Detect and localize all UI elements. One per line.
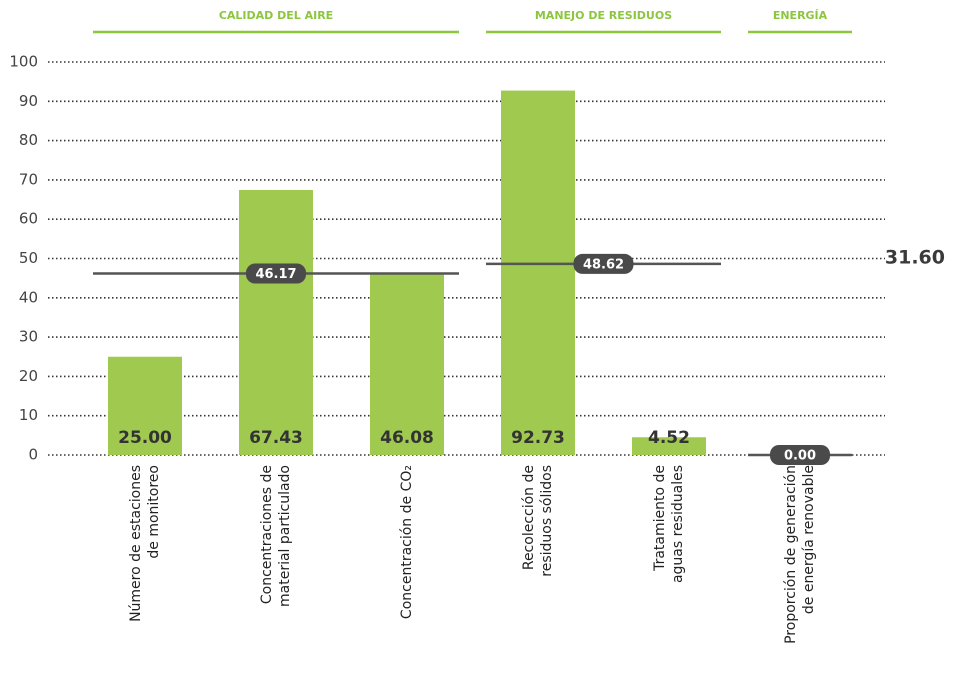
y-tick-label: 70 xyxy=(19,170,38,188)
x-tick-label: Concentraciones de material particulado xyxy=(259,465,293,607)
y-tick-label: 40 xyxy=(19,288,38,306)
group-title: CALIDAD DEL AIRE xyxy=(219,9,333,22)
y-tick-label: 50 xyxy=(19,249,38,267)
average-pill xyxy=(770,445,830,465)
average-pill xyxy=(246,263,306,284)
x-tick-label: Tratamiento de aguas residuales xyxy=(652,465,686,583)
value-label: 25.00 xyxy=(118,428,172,448)
group-title: MANEJO DE RESIDUOS xyxy=(535,9,672,22)
y-tick-label: 80 xyxy=(19,131,38,149)
y-tick-label: 20 xyxy=(19,367,38,385)
overall-average-label: 31.60 xyxy=(885,247,945,269)
y-tick-label: 10 xyxy=(19,406,38,424)
average-pill xyxy=(573,253,634,274)
value-label: 67.43 xyxy=(249,428,303,448)
y-tick-label: 60 xyxy=(19,210,38,228)
y-tick-label: 90 xyxy=(19,92,38,110)
value-label: 92.73 xyxy=(511,428,565,448)
x-tick-label: Recolección de residuos sólidos xyxy=(521,465,555,577)
value-label: 4.52 xyxy=(648,428,690,448)
group-title: ENERGÍA xyxy=(773,9,828,22)
bar xyxy=(239,190,313,455)
average-label: 46.17 xyxy=(255,267,296,282)
x-tick-label: Proporción de generación de energía renov… xyxy=(783,465,817,644)
bar xyxy=(501,90,575,455)
x-tick-label: Concentración de CO₂ xyxy=(399,465,415,619)
bar xyxy=(632,437,706,455)
average-label: 0.00 xyxy=(784,449,816,464)
x-tick-label: Número de estaciones de monitoreo xyxy=(128,465,162,622)
value-label: 46.08 xyxy=(380,428,434,448)
average-label: 48.62 xyxy=(583,257,624,272)
y-tick-label: 100 xyxy=(9,53,38,71)
y-tick-label: 30 xyxy=(19,328,38,346)
y-tick-label: 0 xyxy=(28,446,38,464)
bar xyxy=(108,356,182,455)
bar xyxy=(370,273,444,455)
